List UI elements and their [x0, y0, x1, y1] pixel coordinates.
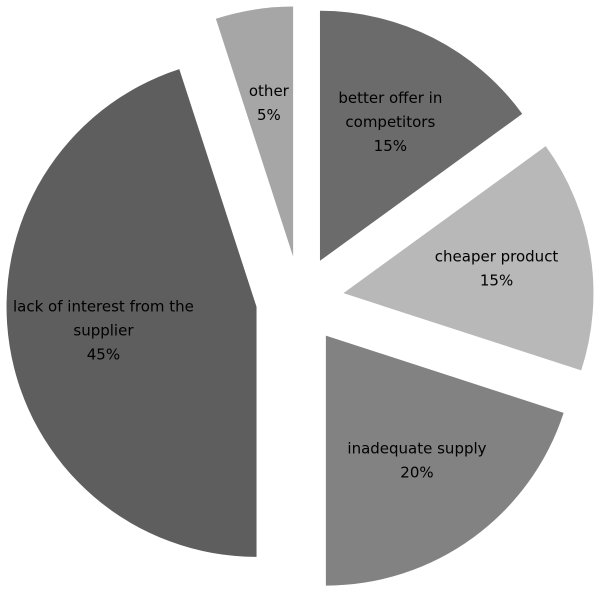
pie-slice-2	[343, 146, 594, 371]
pie-slice-5	[215, 6, 294, 257]
slice-label-3: inadequate supply 20%	[347, 439, 486, 481]
slice-label-1: better offer in competitors 15%	[338, 89, 442, 155]
slice-label-4: lack of interest from the supplier 45%	[13, 298, 194, 364]
slice-label-2: cheaper product 15%	[435, 247, 559, 289]
pie-slice-1	[319, 10, 523, 261]
pie-slice-4	[6, 69, 257, 557]
pie-slice-3	[325, 335, 564, 586]
slice-label-5: other 5%	[249, 82, 290, 124]
